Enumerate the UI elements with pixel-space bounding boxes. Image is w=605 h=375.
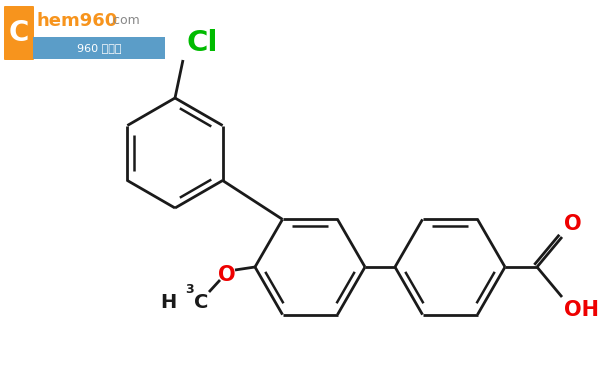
Text: C: C bbox=[194, 292, 208, 312]
Bar bbox=[33, 37, 165, 59]
Text: 960 化工网: 960 化工网 bbox=[77, 43, 121, 53]
Text: Cl: Cl bbox=[187, 29, 218, 57]
Text: H: H bbox=[161, 292, 177, 312]
Text: 3: 3 bbox=[185, 283, 194, 296]
Text: O: O bbox=[564, 214, 581, 234]
Text: C: C bbox=[9, 19, 29, 47]
FancyBboxPatch shape bbox=[4, 6, 34, 60]
Text: O: O bbox=[218, 265, 236, 285]
Text: OH: OH bbox=[564, 300, 599, 320]
Text: .com: .com bbox=[110, 15, 141, 27]
Text: hem960: hem960 bbox=[37, 12, 118, 30]
